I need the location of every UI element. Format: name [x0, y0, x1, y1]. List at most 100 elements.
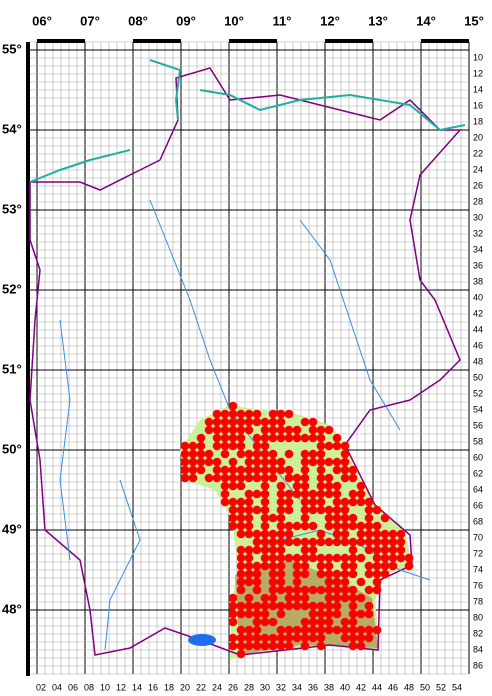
occurrence-dot — [180, 457, 190, 467]
occurrence-dot — [380, 553, 390, 563]
occurrence-dot — [204, 425, 214, 435]
occurrence-dot — [236, 497, 246, 507]
occurrence-dot — [284, 601, 294, 611]
scale-bar — [421, 39, 469, 43]
occurrence-dot — [316, 433, 326, 443]
occurrence-dot — [204, 473, 214, 483]
longitude-label: 13° — [368, 13, 388, 28]
row-label: 24 — [473, 164, 483, 174]
occurrence-dot — [332, 585, 342, 595]
occurrence-dot — [396, 537, 406, 547]
occurrence-dot — [244, 561, 254, 571]
occurrence-dot — [364, 609, 374, 619]
column-label: 50 — [420, 682, 430, 692]
occurrence-dot — [268, 425, 278, 435]
occurrence-dot — [276, 601, 286, 611]
occurrence-dot — [316, 473, 326, 483]
occurrence-dot — [292, 521, 302, 531]
occurrence-dot — [196, 465, 206, 475]
occurrence-dot — [308, 609, 318, 619]
occurrence-dot — [220, 473, 230, 483]
occurrence-dot — [212, 417, 222, 427]
occurrence-dot — [244, 457, 254, 467]
occurrence-dot — [332, 601, 342, 611]
occurrence-dot — [260, 593, 270, 603]
occurrence-dot — [292, 433, 302, 443]
occurrence-dot — [388, 545, 398, 555]
occurrence-dot — [284, 521, 294, 531]
longitude-label: 07° — [80, 13, 100, 28]
column-label: 28 — [244, 682, 254, 692]
occurrence-dot — [292, 425, 302, 435]
occurrence-dot — [316, 465, 326, 475]
occurrence-dot — [300, 625, 310, 635]
column-label: 02 — [36, 682, 46, 692]
occurrence-dot — [276, 545, 286, 555]
occurrence-dot — [308, 417, 318, 427]
occurrence-dot — [260, 433, 270, 443]
occurrence-dot — [244, 449, 254, 459]
occurrence-dot — [228, 441, 238, 451]
occurrence-dot — [284, 505, 294, 515]
occurrence-dot — [268, 593, 278, 603]
occurrence-dot — [236, 529, 246, 539]
occurrence-dot — [196, 449, 206, 459]
occurrence-dot — [316, 553, 326, 563]
occurrence-dot — [364, 561, 374, 571]
occurrence-dot — [228, 457, 238, 467]
occurrence-dot — [300, 617, 310, 627]
occurrence-dot — [380, 513, 390, 523]
occurrence-dot — [372, 521, 382, 531]
column-label: 14 — [132, 682, 142, 692]
occurrence-dot — [252, 537, 262, 547]
occurrence-dot — [228, 609, 238, 619]
row-label: 22 — [473, 148, 483, 158]
occurrence-dot — [316, 601, 326, 611]
occurrence-dot — [316, 489, 326, 499]
occurrence-dot — [348, 585, 358, 595]
occurrence-dot — [324, 585, 334, 595]
occurrence-dot — [316, 641, 326, 651]
occurrence-dot — [260, 481, 270, 491]
occurrence-dot — [316, 537, 326, 547]
longitude-label: 10° — [224, 13, 244, 28]
row-label: 12 — [473, 68, 483, 78]
occurrence-dot — [340, 577, 350, 587]
occurrence-dot — [332, 537, 342, 547]
occurrence-dot — [188, 457, 198, 467]
occurrence-dot — [212, 465, 222, 475]
occurrence-dot — [236, 641, 246, 651]
occurrence-dot — [260, 641, 270, 651]
occurrence-dot — [308, 537, 318, 547]
occurrence-dot — [260, 505, 270, 515]
row-label: 40 — [473, 292, 483, 302]
occurrence-dot — [204, 449, 214, 459]
scale-bar — [325, 39, 373, 43]
occurrence-dot — [236, 473, 246, 483]
occurrence-dot — [188, 465, 198, 475]
occurrence-dot — [228, 505, 238, 515]
occurrence-dot — [332, 625, 342, 635]
occurrence-dot — [228, 417, 238, 427]
occurrence-dots — [180, 401, 414, 659]
occurrence-dot — [292, 553, 302, 563]
longitude-label: 09° — [176, 13, 196, 28]
occurrence-dot — [244, 529, 254, 539]
occurrence-dot — [268, 569, 278, 579]
occurrence-dot — [252, 433, 262, 443]
occurrence-dot — [308, 617, 318, 627]
occurrence-dot — [332, 521, 342, 531]
occurrence-dot — [324, 505, 334, 515]
occurrence-dot — [372, 585, 382, 595]
occurrence-dot — [252, 489, 262, 499]
occurrence-dot — [316, 609, 326, 619]
occurrence-dot — [276, 513, 286, 523]
occurrence-dot — [228, 465, 238, 475]
occurrence-dot — [348, 593, 358, 603]
row-label: 20 — [473, 132, 483, 142]
occurrence-dot — [244, 465, 254, 475]
occurrence-dot — [356, 609, 366, 619]
row-label: 74 — [473, 564, 483, 574]
occurrence-dot — [332, 433, 342, 443]
occurrence-dot — [300, 641, 310, 651]
